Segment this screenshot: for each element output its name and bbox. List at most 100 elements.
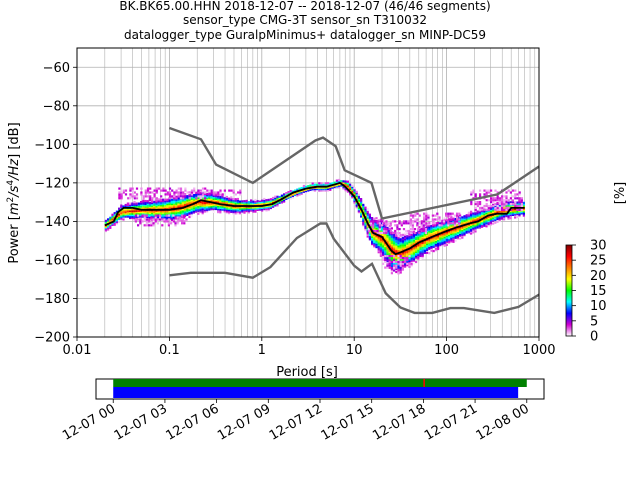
density-cell (122, 205, 125, 208)
density-cell (393, 244, 396, 248)
density-cell (324, 189, 327, 192)
density-cell (450, 220, 453, 223)
density-cell (472, 228, 475, 231)
density-cell (333, 186, 336, 189)
density-cell (126, 209, 129, 212)
density-cell (443, 239, 446, 242)
density-cell (214, 207, 217, 211)
outlier-cell (163, 218, 166, 221)
density-cell (166, 200, 169, 203)
density-cell (272, 205, 275, 208)
density-cell (408, 235, 411, 238)
density-cell (463, 232, 466, 235)
outlier-cell (183, 220, 186, 223)
density-cell (410, 258, 413, 261)
density-cell (122, 209, 125, 212)
outlier-cell (487, 189, 490, 192)
outlier-cell (210, 189, 213, 192)
density-cell (338, 178, 341, 182)
outlier-cell (424, 224, 428, 227)
density-cell (419, 257, 422, 260)
density-cell (430, 227, 433, 231)
density-cell (243, 207, 246, 210)
outlier-cell (402, 228, 406, 231)
density-cell (351, 184, 354, 187)
density-cell (107, 221, 110, 224)
density-cell (232, 211, 235, 214)
outlier-cell (422, 226, 425, 229)
density-cell (419, 253, 422, 256)
density-cell (219, 198, 222, 201)
density-cell (111, 218, 114, 221)
outlier-cell (385, 222, 388, 225)
density-cell (126, 208, 129, 211)
density-cell (368, 218, 371, 221)
density-cell (177, 198, 180, 201)
density-cell (439, 228, 442, 231)
outlier-cell (427, 214, 430, 217)
outlier-cell (501, 203, 504, 206)
density-cell (481, 214, 484, 217)
density-cell (417, 239, 420, 242)
density-cell (236, 199, 239, 202)
density-cell (170, 205, 173, 208)
density-cell (179, 193, 182, 196)
density-cell (437, 229, 440, 232)
density-cell (362, 222, 365, 225)
outlier-cell (445, 214, 448, 217)
density-cell (243, 205, 246, 209)
density-cell (448, 226, 451, 230)
outlier-cell (228, 189, 231, 192)
outlier-cell (217, 193, 220, 196)
outlier-cell (409, 218, 412, 221)
outlier-cell (396, 224, 399, 227)
density-cell (140, 214, 143, 217)
density-cell (113, 212, 116, 215)
density-cell (467, 218, 470, 222)
density-cell (190, 199, 193, 202)
outlier-cell (120, 197, 123, 200)
density-cell (289, 194, 292, 197)
density-cell (311, 188, 314, 191)
colorbar-tick-label: 0 (590, 330, 598, 345)
density-cell (470, 223, 473, 226)
outlier-cell (483, 189, 486, 192)
density-cell (368, 236, 371, 239)
density-cell (461, 235, 464, 238)
density-cell (364, 226, 367, 229)
density-cell (243, 203, 246, 206)
density-cell (371, 240, 374, 243)
outlier-cell (156, 222, 159, 225)
outlier-cell (422, 229, 425, 233)
density-cell (467, 229, 470, 232)
density-cell (437, 223, 440, 226)
density-cell (470, 220, 473, 223)
density-cell (428, 240, 431, 243)
density-cell (452, 226, 455, 229)
density-cell (214, 200, 217, 203)
outlier-cell (418, 231, 421, 235)
outlier-cell (221, 193, 224, 196)
outlier-cell (139, 222, 142, 225)
outlier-cell (382, 258, 385, 261)
outlier-cell (124, 189, 128, 192)
density-cell (142, 206, 145, 210)
density-cell (164, 211, 167, 214)
density-cell (199, 205, 202, 208)
density-cell (373, 227, 376, 231)
outlier-cell (135, 187, 139, 190)
density-cell (417, 240, 420, 243)
density-cell (419, 233, 422, 236)
density-cell (415, 233, 418, 236)
density-cell (230, 197, 233, 200)
outlier-cell (514, 193, 517, 196)
density-cell (390, 257, 393, 260)
density-cell (210, 198, 213, 201)
density-cell (329, 182, 332, 186)
density-cell (199, 203, 202, 206)
density-cell (492, 211, 495, 214)
density-cell (439, 231, 442, 234)
outlier-cell (153, 189, 156, 192)
density-cell (221, 205, 224, 208)
outlier-cell (425, 218, 428, 221)
